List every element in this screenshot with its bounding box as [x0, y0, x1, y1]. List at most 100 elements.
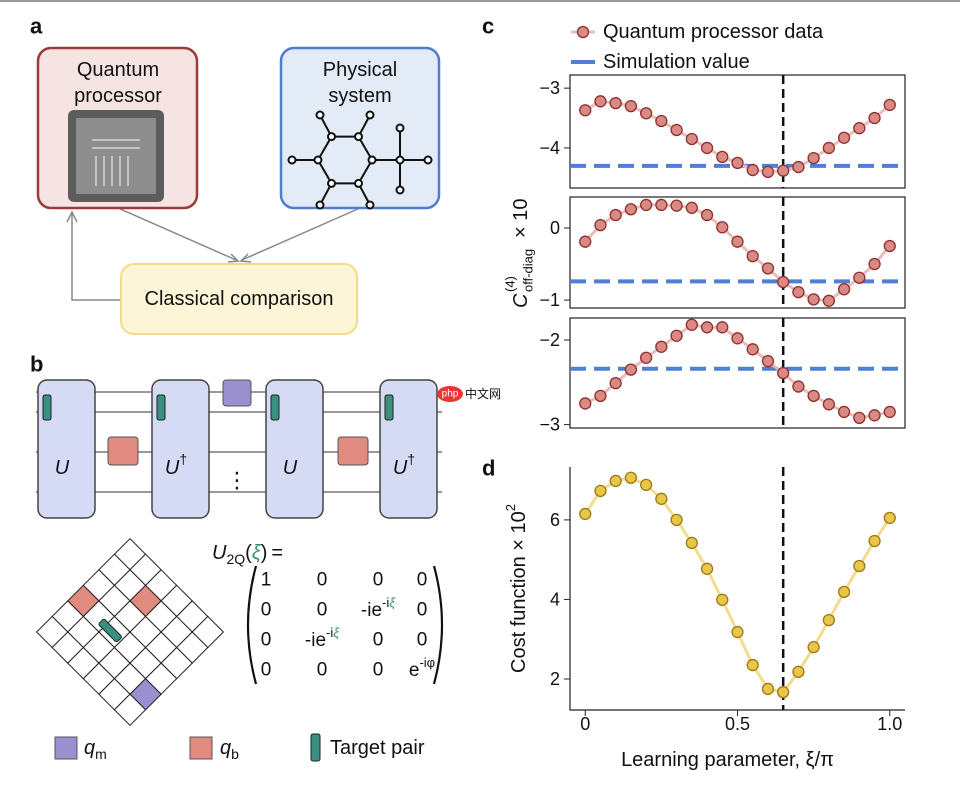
data-point	[761, 682, 775, 696]
data-point	[792, 160, 805, 174]
arrow	[71, 214, 121, 301]
ellipsis: ⋮	[226, 468, 248, 493]
unitary-sup: †	[179, 451, 187, 467]
matrix-entry: 1	[261, 570, 272, 591]
data-point	[746, 249, 759, 263]
y-tick-label: 6	[550, 510, 560, 530]
y-tick-label: 4	[550, 589, 560, 609]
charts: −3 −4 Quantum processor data Simulation val…	[503, 21, 906, 771]
chip	[68, 110, 164, 202]
ylabel-sup: (4)	[503, 276, 518, 292]
data-point	[837, 585, 851, 599]
chip-die	[76, 118, 156, 194]
plot-frame	[569, 196, 906, 309]
data-point	[609, 208, 622, 222]
matrix-entry: 0	[261, 600, 272, 621]
data-point	[700, 321, 714, 334]
panel-a: Quantum processor Physical system Classi…	[36, 46, 441, 335]
unitary-label: U	[55, 457, 70, 479]
unitary-base: U	[283, 457, 298, 479]
unitary-label: U	[283, 457, 298, 479]
unitary-label: U†	[165, 451, 187, 479]
target-pair	[384, 394, 394, 421]
data-point	[761, 165, 775, 179]
data-point	[731, 235, 744, 248]
data-point	[853, 122, 866, 135]
data-point	[853, 559, 866, 573]
legend-text: qm	[84, 737, 107, 762]
unitary-box	[37, 379, 96, 519]
matrix-entry: 0	[417, 600, 428, 621]
matrix-entry: 0	[373, 630, 384, 651]
data-point	[670, 329, 683, 342]
plot-frame	[569, 74, 906, 189]
panel-label: d	[482, 456, 495, 481]
data-point	[624, 203, 638, 216]
matrix-entry: 0	[261, 630, 272, 651]
ylabel-text: Cost function × 102	[503, 504, 531, 673]
data-point	[579, 235, 592, 248]
data-point	[807, 389, 820, 402]
ylabel-base: C	[510, 293, 532, 308]
y-tick-label: 0	[550, 218, 560, 238]
arrow	[117, 207, 361, 261]
data-point	[853, 271, 866, 284]
target-pair	[98, 618, 122, 643]
data-point	[594, 484, 607, 498]
data-point	[685, 201, 698, 214]
watermark-text: 中文网	[465, 386, 501, 401]
matrix-entry: 0	[373, 660, 384, 681]
lhs-paren: )	[261, 542, 268, 564]
box-text: Classical comparison	[145, 288, 334, 310]
entry-base: -ie	[305, 630, 326, 651]
matrix-entry: e-iφ	[409, 655, 435, 681]
y-axis-label: C(4) off-diag × 10	[503, 199, 536, 308]
data-point	[807, 151, 820, 165]
data-point	[594, 95, 607, 108]
panel-label: c	[482, 14, 494, 39]
data-point	[655, 198, 668, 212]
data-point	[731, 332, 744, 345]
data-point	[594, 218, 607, 232]
data-point	[868, 111, 881, 125]
data-point	[670, 199, 683, 212]
data-point	[655, 492, 668, 505]
y-tick-label: −1	[539, 290, 560, 310]
data-point	[700, 562, 714, 575]
lattice	[35, 537, 225, 727]
data-point	[716, 221, 729, 234]
y-tick-label: −4	[539, 138, 560, 158]
matrix-entry: 0	[417, 570, 428, 591]
data-point	[761, 262, 775, 275]
watermark: php 中文网	[437, 386, 501, 402]
unitary-label: U†	[393, 451, 415, 479]
data-point	[609, 377, 622, 390]
data-point	[761, 355, 775, 368]
matrix-entry: -ie-iξ	[305, 625, 340, 651]
matrix-entry: 0	[317, 600, 328, 621]
entry-sup: -i	[326, 625, 333, 640]
legend-swatch	[189, 736, 213, 760]
data-point	[792, 380, 805, 393]
y-tick-label: 2	[550, 669, 560, 689]
lhs-sub: 2Q	[226, 551, 245, 567]
data-point	[837, 405, 851, 419]
qb-gate	[107, 436, 139, 466]
data-point	[746, 658, 759, 672]
data-point	[777, 685, 790, 699]
data-point	[883, 98, 896, 112]
molecule	[287, 110, 433, 210]
entry-sup: -i	[382, 595, 389, 610]
data-point	[822, 398, 836, 411]
legend-swatch	[310, 733, 321, 762]
data-point	[883, 239, 896, 253]
atoms	[287, 110, 433, 210]
ylabel-suffix: × 10	[510, 199, 532, 238]
matrix-entry: 0	[373, 570, 384, 591]
unitary-base: U	[393, 457, 408, 479]
ylabel-sup: 2	[503, 504, 518, 511]
series-line	[583, 476, 892, 694]
unitary-box	[379, 379, 438, 519]
legend-sub: m	[95, 746, 107, 762]
data-point	[822, 141, 836, 155]
